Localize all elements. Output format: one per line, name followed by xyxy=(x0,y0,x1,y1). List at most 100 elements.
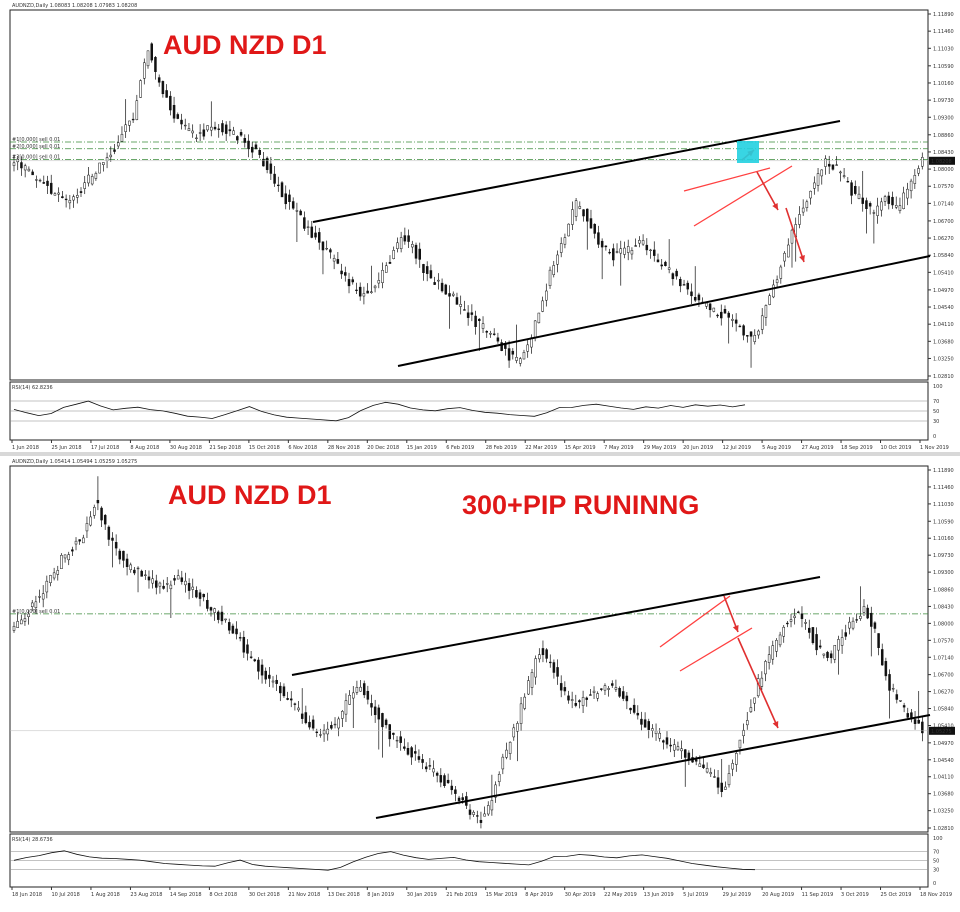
small-channel-line xyxy=(693,165,793,227)
candle-body xyxy=(851,620,855,629)
candle-body xyxy=(224,618,227,621)
candle-body xyxy=(735,753,738,765)
candle-body xyxy=(377,280,381,284)
candle-body xyxy=(381,713,384,728)
price-tick-label: 1.04540 xyxy=(933,305,954,311)
candle-body xyxy=(866,607,869,619)
candle-body xyxy=(459,304,462,307)
candle-body xyxy=(355,289,358,292)
price-tick-label: 1.11030 xyxy=(933,502,954,508)
candle-body xyxy=(649,249,652,252)
date-tick-label: 15 Jan 2019 xyxy=(407,445,437,451)
candle-body xyxy=(96,499,100,504)
price-tick-label: 1.09300 xyxy=(933,115,954,121)
candle-body xyxy=(527,680,530,695)
price-tick-label: 1.08000 xyxy=(933,167,954,173)
candle-body xyxy=(643,719,647,728)
candle-body xyxy=(797,611,800,613)
candle-body xyxy=(656,259,660,263)
candle-body xyxy=(180,577,184,582)
date-tick-label: 15 Mar 2019 xyxy=(486,892,518,898)
candle-body xyxy=(522,352,526,360)
price-tick-label: 1.03250 xyxy=(933,809,954,815)
candle-body xyxy=(612,248,615,261)
price-tick-label: 1.08430 xyxy=(933,604,954,610)
candle-body xyxy=(136,567,140,570)
candle-body xyxy=(325,248,328,250)
candle-body xyxy=(422,264,425,273)
candle-body xyxy=(463,309,466,311)
candle-body xyxy=(16,621,19,628)
chart-top-svg: AUDNZD,Daily 1.08083 1.08208 1.07983 1.0… xyxy=(9,3,955,451)
candle-body xyxy=(815,634,818,651)
date-tick-label: 1 Nov 2019 xyxy=(920,445,949,451)
candle-body xyxy=(165,90,168,98)
candle-body xyxy=(600,688,603,690)
candle-body xyxy=(683,749,687,758)
candle-body xyxy=(183,124,187,127)
candle-body xyxy=(206,125,209,131)
candle-body xyxy=(35,179,38,181)
candle-body xyxy=(146,50,150,67)
candle-body xyxy=(840,637,844,646)
candle-body xyxy=(749,707,753,713)
candle-body xyxy=(31,171,34,176)
candle-body xyxy=(636,712,640,716)
date-tick-label: 10 Oct 2019 xyxy=(881,445,912,451)
candle-body xyxy=(738,325,742,328)
price-tick-label: 1.11890 xyxy=(933,12,954,18)
candle-body xyxy=(753,335,757,342)
price-tick-label: 1.08860 xyxy=(933,133,954,139)
candle-body xyxy=(497,773,501,782)
candle-body xyxy=(902,705,906,708)
current-price-label: 1.05275 xyxy=(931,729,952,735)
candle-body xyxy=(466,312,470,318)
candle-body xyxy=(406,747,410,755)
candle-body xyxy=(906,188,909,199)
candle-body xyxy=(78,539,81,542)
candle-body xyxy=(429,270,433,279)
candle-body xyxy=(113,149,116,152)
candle-body xyxy=(742,729,745,737)
candle-body xyxy=(682,284,686,286)
candle-body xyxy=(779,266,783,279)
candle-body xyxy=(120,133,124,142)
candle-body xyxy=(603,685,607,691)
candle-body xyxy=(559,243,563,253)
candle-body xyxy=(424,766,428,770)
candle-body xyxy=(435,772,439,776)
candle-body xyxy=(140,570,143,577)
date-tick-label: 1 Aug 2018 xyxy=(91,892,120,898)
candle-body xyxy=(154,57,157,72)
candle-body xyxy=(671,273,675,280)
price-tick-label: 1.10160 xyxy=(933,81,954,87)
candle-body xyxy=(910,712,913,718)
candle-body xyxy=(289,698,293,701)
candle-body xyxy=(898,205,902,211)
price-tick-label: 1.07570 xyxy=(933,184,954,190)
candle-body xyxy=(749,331,753,337)
candle-body xyxy=(116,142,120,147)
candle-body xyxy=(414,751,417,754)
candle-body xyxy=(468,809,472,815)
small-channel-line xyxy=(679,627,753,672)
candle-body xyxy=(85,523,89,532)
candle-body xyxy=(818,645,822,648)
candle-body xyxy=(82,537,85,544)
candle-body xyxy=(698,763,702,767)
price-tick-label: 1.06700 xyxy=(933,673,954,679)
date-tick-label: 15 Apr 2019 xyxy=(565,445,596,451)
candle-body xyxy=(38,596,41,598)
candle-body xyxy=(876,205,879,216)
candle-body xyxy=(317,232,321,243)
price-tick-label: 1.07140 xyxy=(933,201,954,207)
candle-body xyxy=(61,196,64,199)
candle-body xyxy=(658,732,661,739)
candle-body xyxy=(41,593,45,600)
date-tick-label: 30 Oct 2018 xyxy=(249,892,280,898)
candle-body xyxy=(641,240,645,245)
candle-body xyxy=(651,728,654,731)
price-tick-label: 1.08000 xyxy=(933,621,954,627)
candle-body xyxy=(340,270,343,275)
price-tick-label: 1.09730 xyxy=(933,98,954,104)
